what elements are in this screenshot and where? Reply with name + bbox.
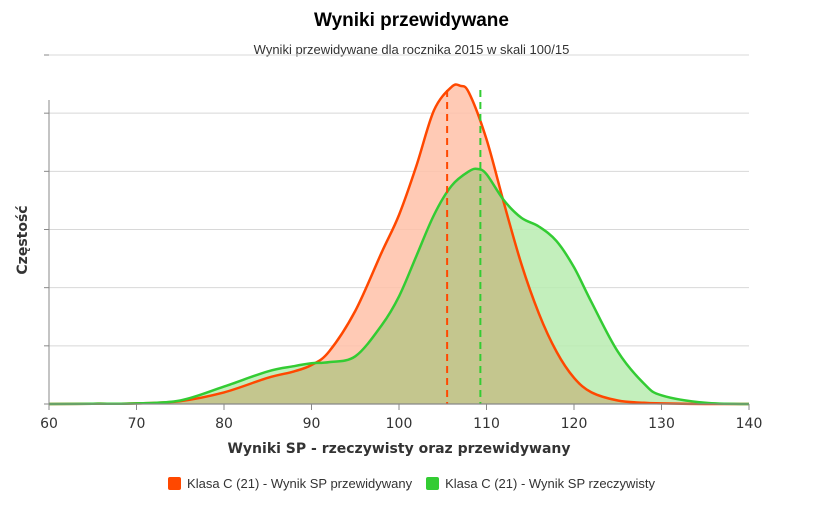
x-axis-label: Wyniki SP - rzeczywisty oraz przewidywan… [227, 441, 570, 457]
series-line-2[interactable] [48, 167, 750, 406]
chart-title: Wyniki przewidywane [314, 10, 509, 31]
axes: 60 70 80 90 100 110 120 130 140 [40, 54, 763, 432]
x-tick-label: 130 [648, 416, 675, 432]
x-tick-label: 100 [386, 416, 413, 432]
x-tick-label: 70 [128, 416, 146, 432]
legend: Klasa C (21) - Wynik SP przewidywany Klas… [0, 476, 823, 491]
legend-label: Klasa C (21) - Wynik SP rzeczywisty [445, 476, 655, 491]
series-line-1[interactable] [48, 83, 750, 406]
x-tick-label: 140 [736, 416, 763, 432]
chart-subtitle: Wyniki przewidywane dla rocznika 2015 w … [253, 42, 570, 57]
chart-plot: 60 70 80 90 100 110 120 130 140 Częstość Wyniki … [15, 54, 763, 457]
x-tick-label: 80 [215, 416, 233, 432]
legend-item-1[interactable]: Klasa C (21) - Wynik SP przewidywany [168, 476, 412, 491]
series-area-1[interactable] [49, 84, 749, 405]
legend-swatch [168, 477, 182, 490]
x-tick-label: 60 [40, 416, 58, 432]
x-tick-label: 90 [303, 416, 321, 432]
y-axis-label: Częstość [15, 205, 31, 274]
legend-item-2[interactable]: Klasa C (21) - Wynik SP rzeczywisty [426, 476, 655, 491]
legend-label: Klasa C (21) - Wynik SP przewidywany [187, 476, 413, 491]
series-areas[interactable] [48, 83, 750, 406]
x-tick-label: 110 [473, 416, 500, 432]
x-tick-label: 120 [561, 416, 588, 432]
mean-lines [446, 90, 482, 404]
series-area-2[interactable] [49, 168, 749, 404]
legend-swatch [426, 477, 440, 490]
